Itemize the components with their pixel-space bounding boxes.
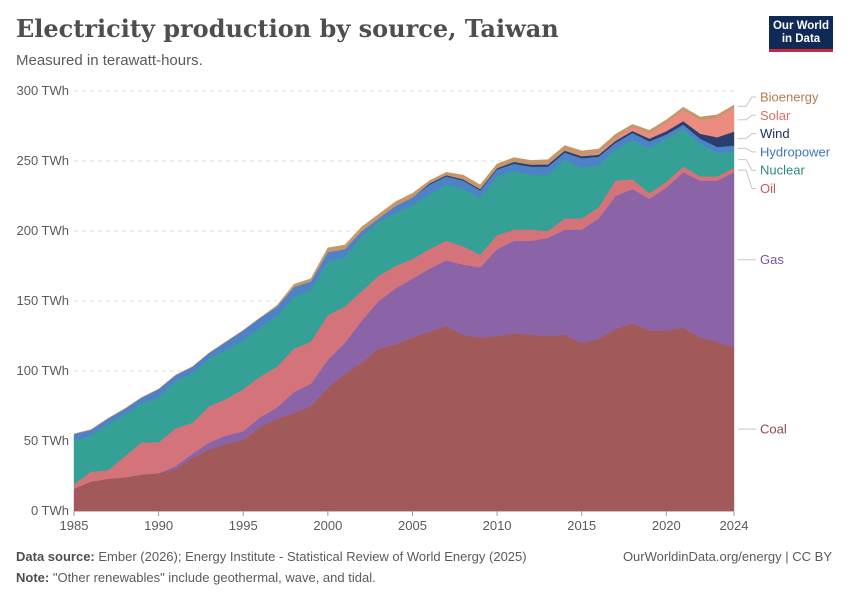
legend-label-bioenergy: Bioenergy: [760, 90, 819, 105]
x-tick-label: 2005: [398, 518, 427, 533]
x-tick-label: 2010: [483, 518, 512, 533]
x-tick-label: 1995: [229, 518, 258, 533]
note-text: "Other renewables" include geothermal, w…: [52, 570, 376, 585]
data-source-text[interactable]: Ember (2026); Energy Institute - Statist…: [98, 549, 527, 564]
logo-line-2: in Data: [781, 33, 821, 45]
chart-note: Note: "Other renewables" include geother…: [16, 570, 376, 585]
legend-leader-line: [738, 96, 756, 107]
legend-label-gas: Gas: [760, 252, 784, 267]
y-tick-label: 200 TWh: [16, 223, 69, 238]
stacked-areas: [73, 104, 735, 512]
legend-label-coal: Coal: [760, 422, 787, 437]
legend-label-solar: Solar: [760, 108, 791, 123]
y-tick-label: 0 TWh: [31, 503, 69, 518]
legend-label-hydropower: Hydropower: [760, 144, 831, 159]
owid-logo[interactable]: Our World in Data: [769, 16, 833, 52]
legend-leader-line: [738, 169, 756, 189]
chart-title: Electricity production by source, Taiwan: [16, 14, 559, 43]
legend: Bioenergy Solar Wind Hydropower Nuclear Oil Ga…: [738, 90, 831, 437]
legend-leader-line: [738, 133, 756, 140]
x-tick-label: 2000: [313, 518, 342, 533]
x-tick-label: 1985: [60, 518, 89, 533]
area-bioenergy: [73, 104, 735, 435]
credit-link[interactable]: OurWorldinData.org/energy | CC BY: [622, 549, 832, 564]
x-tick-label: 1990: [144, 518, 173, 533]
x-axis: 1985 1990 1995 2000 2005 2010 2015 2020 2024: [60, 511, 749, 533]
y-tick-label: 300 TWh: [16, 83, 69, 98]
legend-label-nuclear: Nuclear: [760, 163, 805, 178]
legend-leader-line: [738, 147, 756, 153]
legend-leader-line: [738, 159, 756, 171]
note-label: Note:: [16, 570, 50, 585]
y-tick-label: 50 TWh: [24, 433, 69, 448]
x-tick-label: 2024: [720, 518, 749, 533]
y-tick-label: 150 TWh: [16, 293, 69, 308]
data-source: Data source: Ember (2026); Energy Instit…: [16, 549, 527, 564]
x-tick-label: 2020: [652, 518, 681, 533]
legend-label-oil: Oil: [760, 181, 776, 196]
y-tick-label: 100 TWh: [16, 363, 69, 378]
data-source-label: Data source:: [16, 549, 95, 564]
y-tick-label: 250 TWh: [16, 153, 69, 168]
y-axis: 0 TWh 50 TWh 100 TWh 150 TWh 200 TWh 250 TWh 3…: [16, 83, 69, 518]
logo-line-1: Our World: [772, 20, 829, 32]
legend-leader-line: [738, 114, 756, 121]
chart-subtitle: Measured in terawatt-hours.: [16, 52, 203, 69]
legend-label-wind: Wind: [760, 126, 790, 141]
x-tick-label: 2015: [567, 518, 596, 533]
